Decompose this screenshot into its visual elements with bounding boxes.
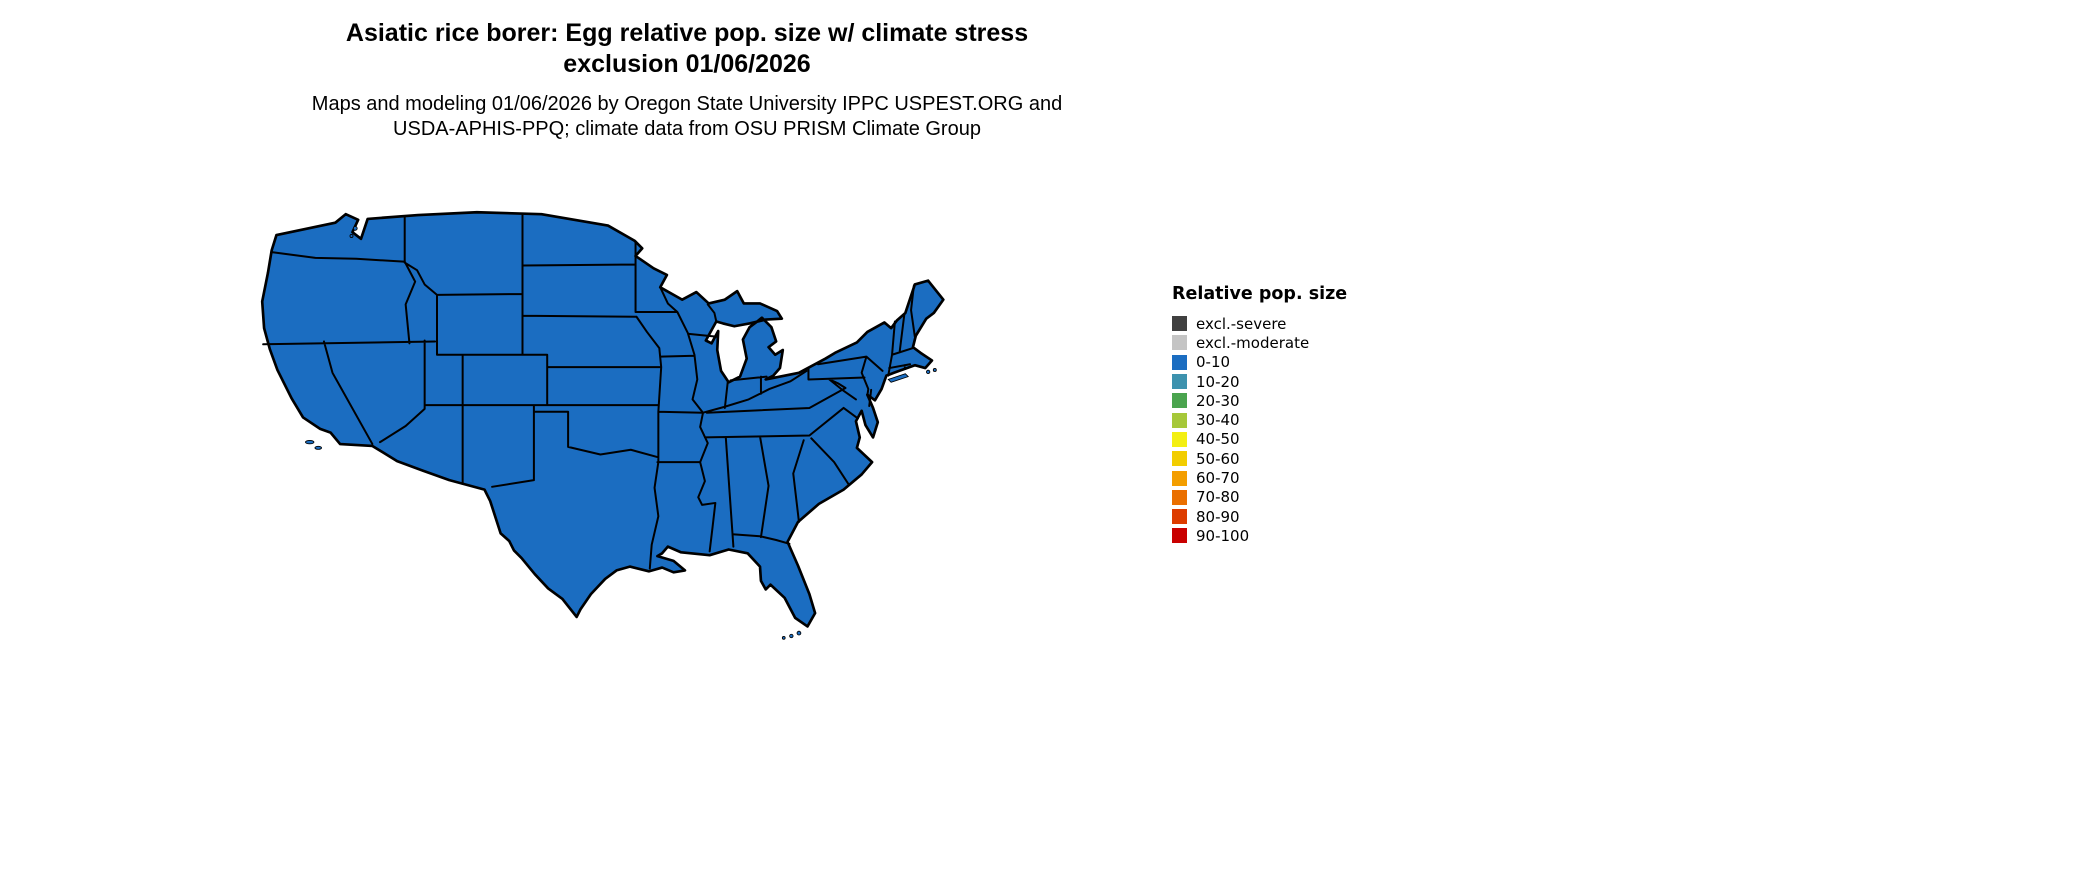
legend-items: excl.-severe excl.-moderate 0-10 10-20 2… [1172,314,1347,546]
cape-cod-island [932,368,937,372]
legend-row: 80-90 [1172,507,1347,526]
figure-subtitle-line1: Maps and modeling 01/06/2026 by Oregon S… [311,93,1063,115]
legend-label: 0-10 [1196,353,1231,372]
legend-label: 60-70 [1196,469,1240,488]
florida-key [781,635,786,640]
figure-subtitle-line2: USDA-APHIS-PPQ; climate data from OSU PR… [393,118,981,140]
legend: Relative pop. size excl.-severe excl.-mo… [1172,284,1347,546]
legend-row: 10-20 [1172,372,1347,391]
legend-row: 0-10 [1172,353,1347,372]
coastal-islands [304,226,937,640]
legend-swatch [1172,335,1187,351]
florida-key [796,630,802,636]
legend-swatch [1172,374,1187,390]
legend-swatch [1172,393,1187,409]
legend-swatch [1172,316,1187,332]
legend-row: 20-30 [1172,391,1347,410]
legend-swatch [1172,354,1187,370]
legend-label: 90-100 [1196,526,1250,545]
legend-title: Relative pop. size [1172,284,1348,304]
legend-row: 90-100 [1172,526,1347,545]
legend-row: excl.-moderate [1172,333,1347,352]
us-map-svg [260,210,945,640]
legend-swatch [1172,509,1187,525]
puget-island [349,234,354,238]
legend-label: 30-40 [1196,411,1240,430]
legend-swatch [1172,470,1187,486]
figure-title-line2: exclusion 01/06/2026 [563,50,811,78]
cape-cod-island [926,369,931,374]
legend-row: 30-40 [1172,410,1347,429]
legend-swatch [1172,451,1187,467]
legend-row: 50-60 [1172,449,1347,468]
legend-label: excl.-moderate [1196,333,1310,352]
legend-label: 50-60 [1196,449,1240,468]
puget-island [352,226,358,231]
figure-title: Asiatic rice borer: Egg relative pop. si… [0,18,1374,80]
state-borders [262,214,916,570]
channel-island [304,440,315,445]
legend-label: 70-80 [1196,488,1240,507]
long-island [887,373,909,383]
figure-title-line1: Asiatic rice borer: Egg relative pop. si… [345,19,1029,47]
legend-row: 60-70 [1172,468,1347,487]
legend-swatch [1172,412,1187,428]
legend-row: excl.-severe [1172,314,1347,333]
legend-label: 10-20 [1196,372,1240,391]
legend-label: excl.-severe [1196,314,1287,333]
legend-swatch [1172,489,1187,505]
legend-swatch [1172,528,1187,544]
us-map [228,160,1140,654]
figure-subtitle: Maps and modeling 01/06/2026 by Oregon S… [0,92,1374,142]
legend-swatch [1172,431,1187,447]
channel-island [314,445,323,450]
legend-row: 70-80 [1172,488,1347,507]
florida-key [789,633,794,639]
legend-row: 40-50 [1172,430,1347,449]
legend-label: 80-90 [1196,507,1240,526]
legend-label: 20-30 [1196,391,1240,410]
us-landmass [260,210,945,628]
legend-label: 40-50 [1196,430,1240,449]
